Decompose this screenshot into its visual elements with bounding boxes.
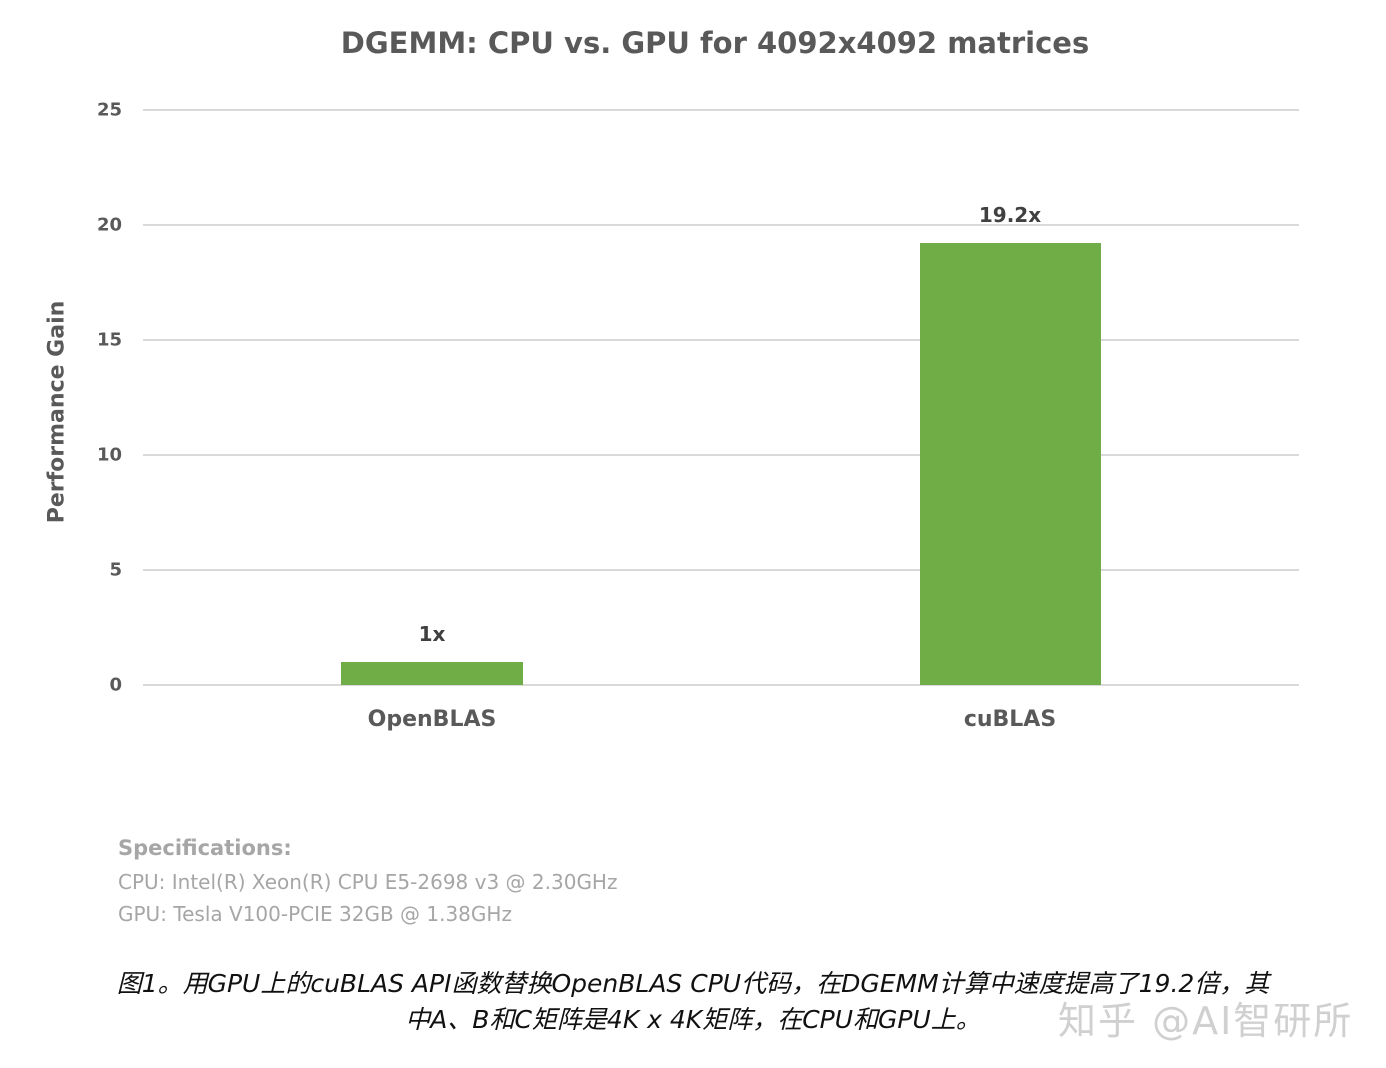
data-label-cublas: 19.2x (978, 203, 1042, 227)
y-tick-15: 15 (96, 329, 122, 351)
x-category-cublas: cuBLAS (963, 707, 1057, 732)
watermark: 知乎 @AI智研所 (1058, 999, 1354, 1043)
y-tick-25: 25 (96, 99, 122, 121)
gridline-20 (143, 224, 1299, 226)
gridline-5 (143, 569, 1299, 571)
bar-cublas (920, 243, 1101, 685)
x-category-openblas: OpenBLAS (367, 707, 497, 732)
y-tick-10: 10 (96, 444, 122, 466)
specifications-heading: Specifications: (118, 836, 292, 860)
spec-gpu: GPU: Tesla V100-PCIE 32GB @ 1.38GHz (118, 902, 512, 926)
chart-title: DGEMM: CPU vs. GPU for 4092x4092 matrice… (340, 26, 1090, 60)
x-axis-line (143, 684, 1299, 686)
gridline-15 (143, 339, 1299, 341)
bar-openblas (341, 662, 523, 685)
figure-caption: 图1。用GPU上的cuBLAS API函数替换OpenBLAS CPU代码，在D… (0, 966, 1386, 1038)
y-tick-20: 20 (96, 214, 122, 236)
gridline-25 (143, 109, 1299, 111)
data-label-openblas: 1x (418, 622, 446, 646)
spec-cpu: CPU: Intel(R) Xeon(R) CPU E5-2698 v3 @ 2… (118, 870, 618, 894)
caption-line-1: 图1。用GPU上的cuBLAS API函数替换OpenBLAS CPU代码，在D… (116, 969, 1270, 998)
caption-line-2: 中A、B和C矩阵是4K x 4K矩阵，在CPU和GPU上。 (405, 1005, 981, 1034)
y-tick-0: 0 (109, 674, 122, 696)
y-tick-5: 5 (109, 559, 122, 581)
gridline-10 (143, 454, 1299, 456)
